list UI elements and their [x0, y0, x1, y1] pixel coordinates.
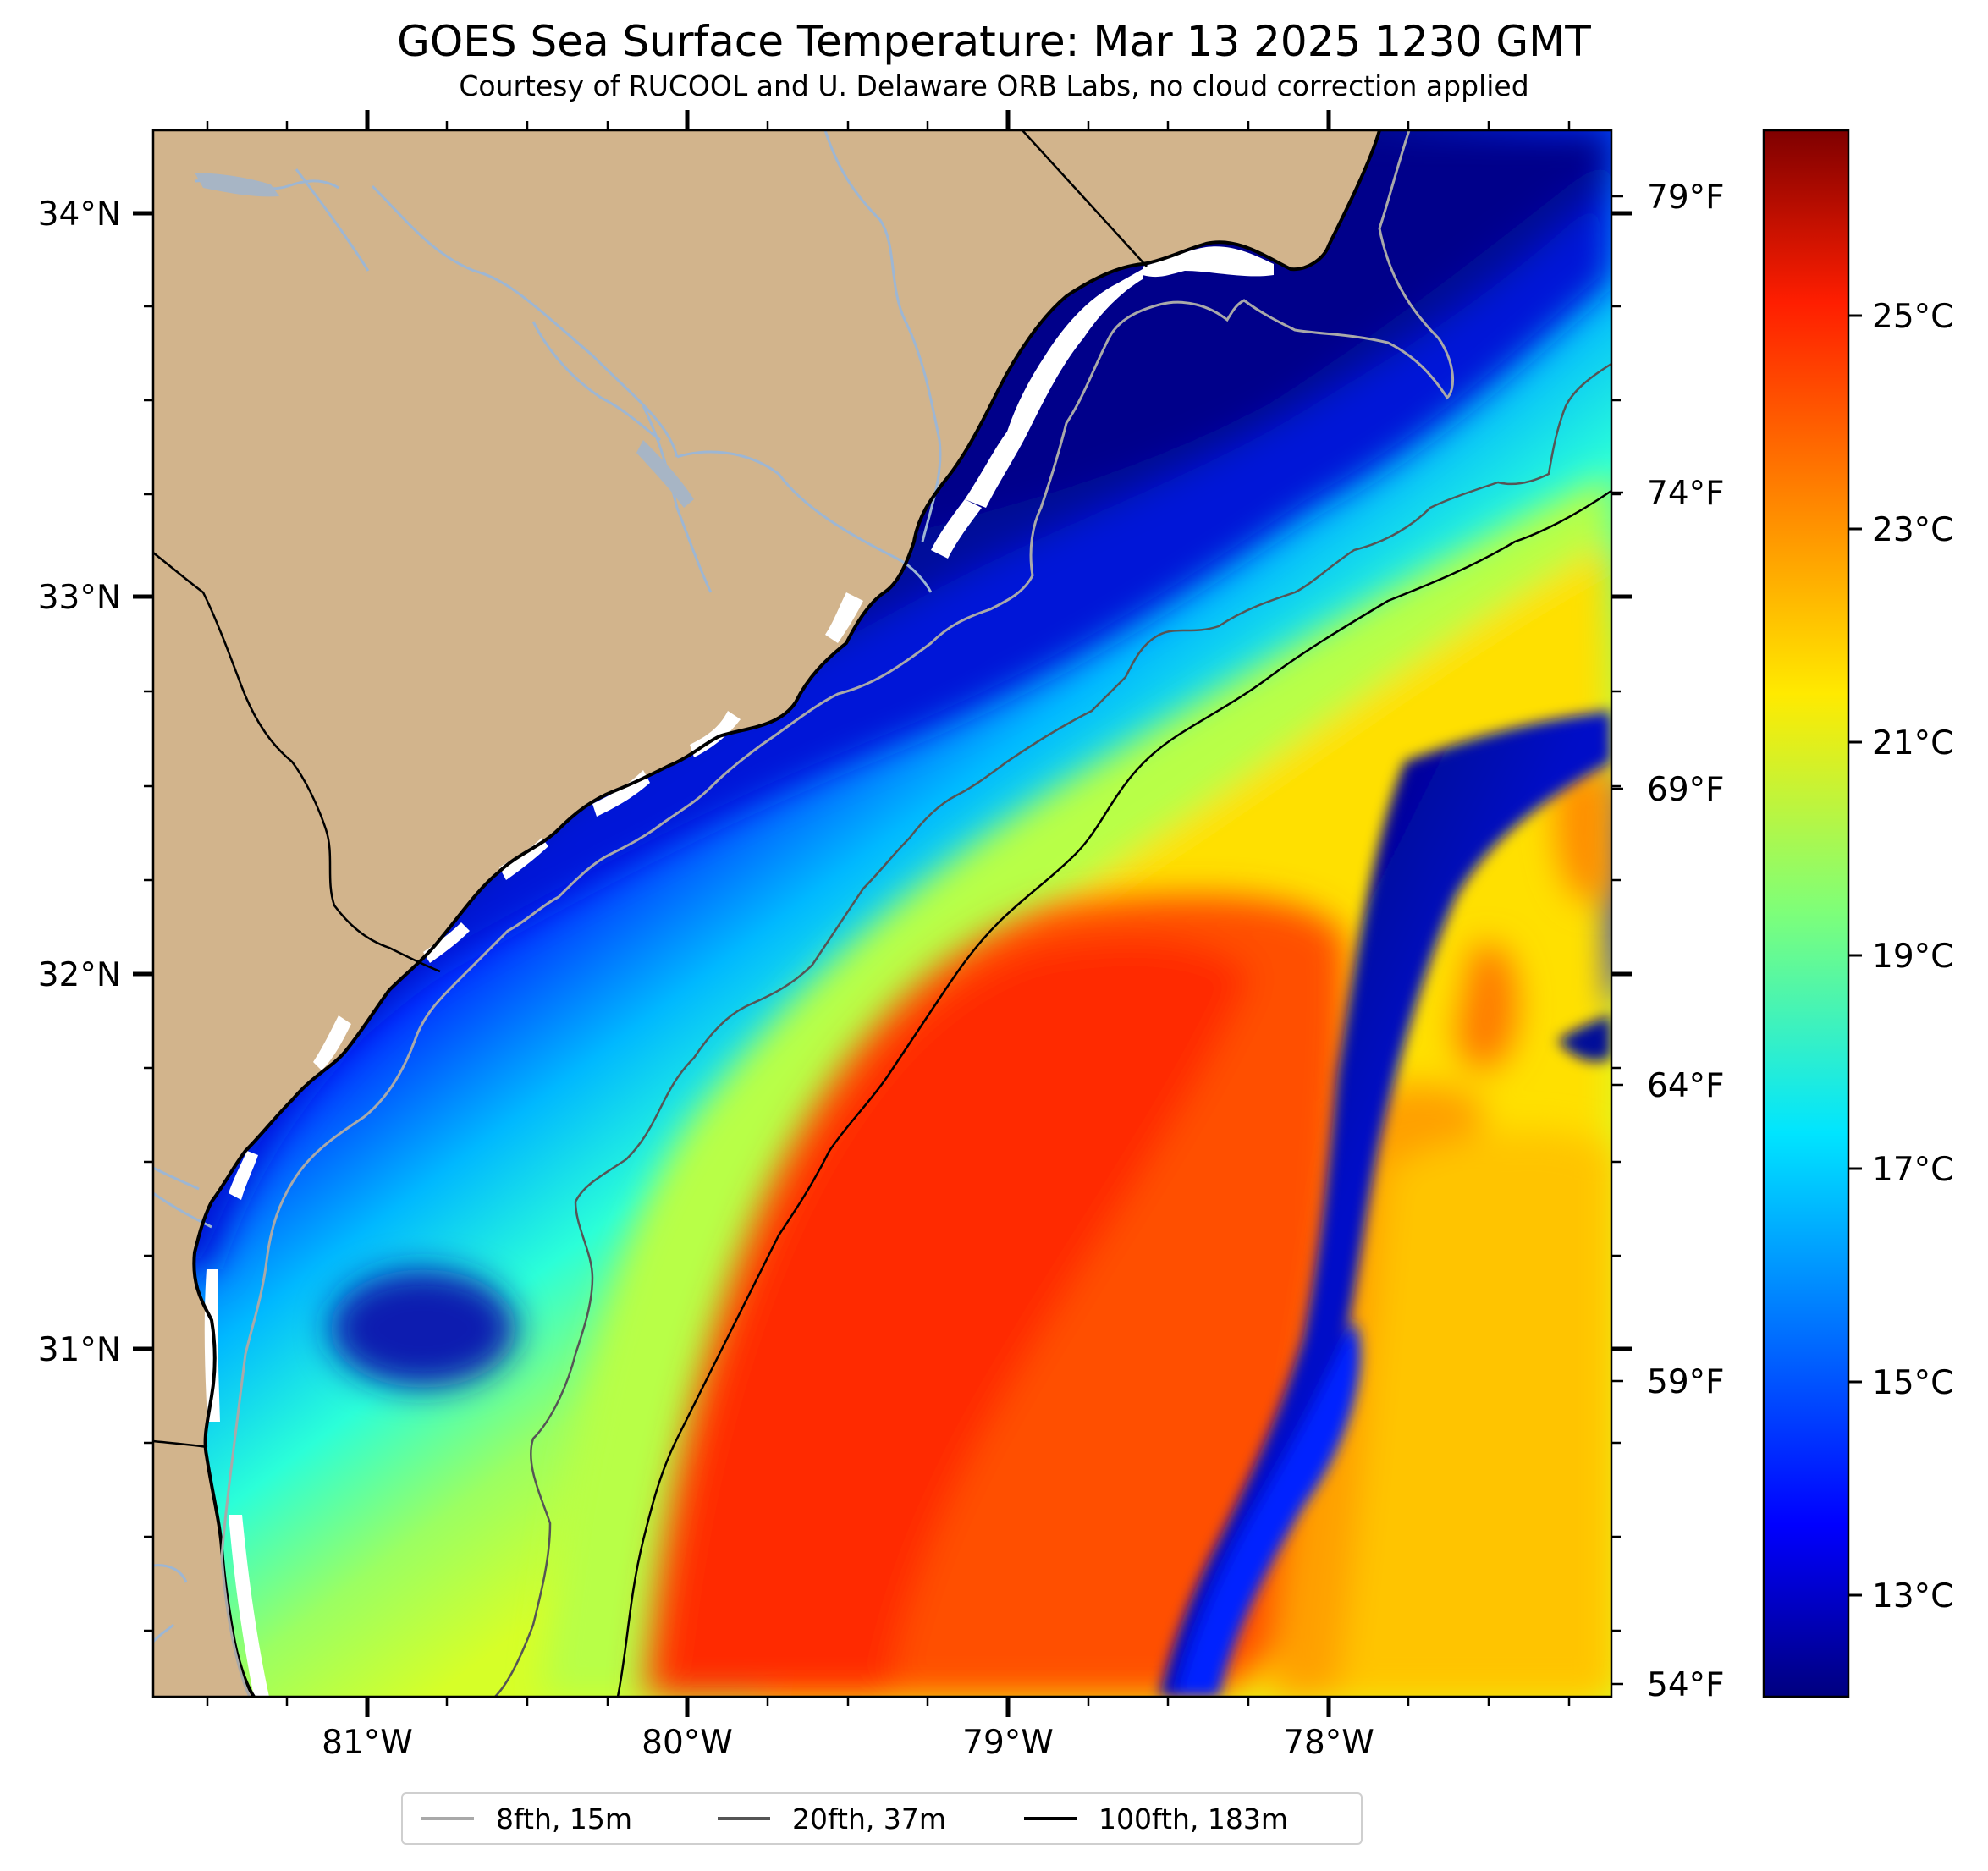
contour-legend: 8fth, 15m 20fth, 37m 100fth, 183m: [401, 1792, 1363, 1845]
lat-label: 31°N: [38, 1331, 121, 1369]
lake: [636, 440, 694, 508]
legend-label: 100fth, 183m: [1099, 1802, 1288, 1835]
lat-label: 34°N: [38, 195, 121, 234]
coastline: [192, 130, 1381, 1697]
fahrenheit-label: 79°F: [1647, 179, 1725, 217]
fahrenheit-label: 69°F: [1647, 771, 1725, 809]
legend-item-20fth: 20fth, 37m: [718, 1794, 946, 1843]
colorbar-label: 15°C: [1872, 1364, 1953, 1402]
lat-label: 33°N: [38, 579, 121, 617]
legend-line-swatch: [421, 1817, 474, 1820]
fahrenheit-label: 74°F: [1647, 475, 1725, 513]
lake: [195, 173, 279, 197]
legend-label: 20fth, 37m: [792, 1802, 946, 1835]
colorbar-ticks: [1848, 314, 1862, 1597]
lon-label: 80°W: [642, 1724, 733, 1762]
gulf-stream-core: [643, 769, 1611, 1697]
legend-line-swatch: [718, 1817, 770, 1820]
lon-label: 79°W: [962, 1724, 1054, 1762]
rivers: [153, 130, 942, 1643]
land: [153, 130, 1379, 1697]
lon-label: 78°W: [1283, 1724, 1374, 1762]
fahrenheit-label: 59°F: [1647, 1363, 1725, 1401]
colorbar-label: 13°C: [1872, 1577, 1953, 1615]
map-frame: [151, 129, 1613, 1698]
lon-label: 81°W: [322, 1724, 413, 1762]
contour-100fth-183m: [616, 489, 1611, 1697]
contour-20fth-37m: [494, 362, 1611, 1697]
legend-line-swatch: [1024, 1817, 1077, 1820]
colorbar-label: 21°C: [1872, 724, 1953, 762]
fahrenheit-label: 54°F: [1647, 1666, 1725, 1704]
map-title: GOES Sea Surface Temperature: Mar 13 202…: [397, 17, 1591, 66]
colorbar-label: 23°C: [1872, 511, 1953, 549]
colorbar-label: 17°C: [1872, 1151, 1953, 1189]
sst-raster: [153, 130, 1611, 1697]
state-borders: [153, 130, 1148, 1449]
legend-label: 8fth, 15m: [496, 1802, 633, 1835]
legend-item-100fth: 100fth, 183m: [1024, 1794, 1288, 1843]
colorbar: [1762, 129, 1850, 1698]
coastal-no-data: [204, 246, 1274, 1697]
colorbar-label: 25°C: [1872, 298, 1953, 336]
contour-8fth-15m: [220, 130, 1455, 1697]
cold-filament: [1159, 711, 1611, 1697]
map-subtitle: Courtesy of RUCOOL and U. Delaware ORB L…: [459, 69, 1529, 102]
colorbar-label: 19°C: [1872, 938, 1953, 976]
lat-label: 32°N: [38, 956, 121, 994]
axis-ticks: [133, 110, 1632, 1717]
fahrenheit-label: 64°F: [1647, 1067, 1725, 1105]
legend-item-8fth: 8fth, 15m: [421, 1794, 632, 1843]
